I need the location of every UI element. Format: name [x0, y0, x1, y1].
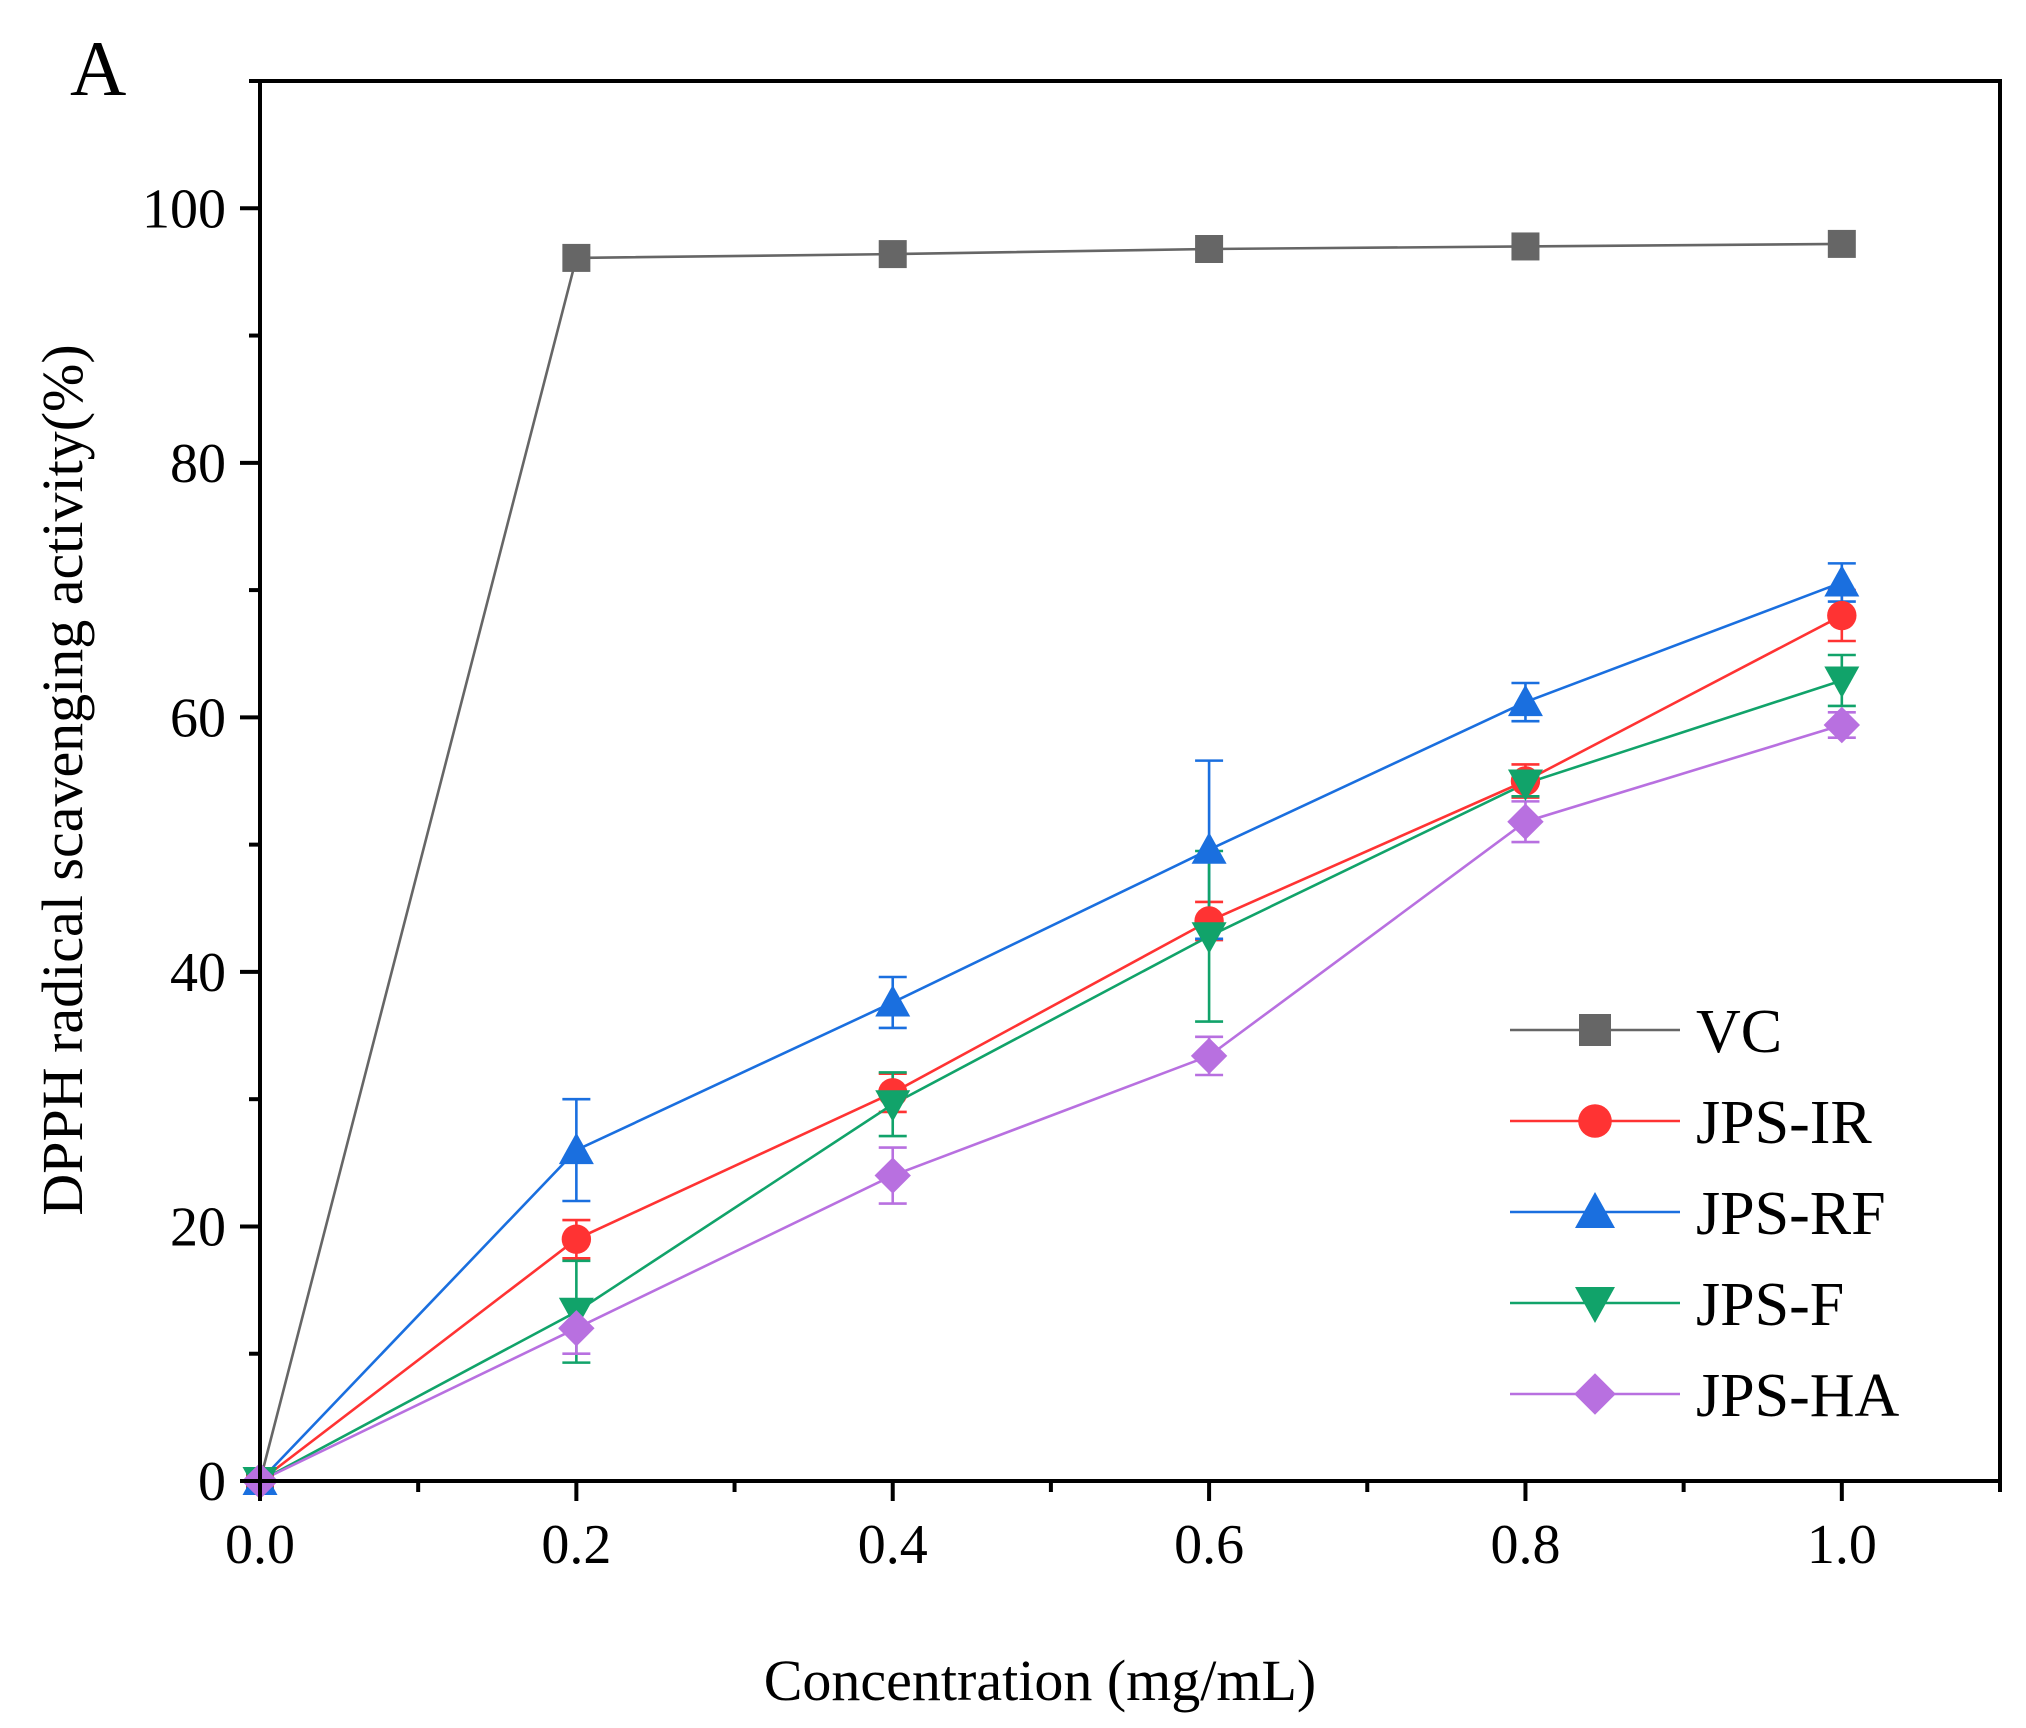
data-point	[875, 1090, 911, 1122]
legend-label: VC	[1696, 998, 1782, 1066]
legend-label: JPS-IR	[1696, 1089, 1872, 1157]
data-point	[561, 1224, 592, 1254]
legend-item-jps-rf: JPS-RF	[1510, 1180, 1886, 1248]
legend-marker	[1575, 1287, 1615, 1323]
legend-item-jps-ir: JPS-IR	[1510, 1089, 1872, 1157]
x-tick-label: 0.8	[1490, 1514, 1560, 1576]
data-point	[874, 1157, 911, 1194]
data-point	[1507, 803, 1544, 840]
series-line	[259, 581, 1843, 1482]
legend-item-vc: VC	[1510, 998, 1782, 1066]
y-tick-label: 100	[142, 178, 226, 240]
markers-jps-ha	[241, 706, 1861, 1500]
series-line	[259, 614, 1843, 1483]
y-axis-title: DPPH radical scavenging activity(%)	[30, 344, 95, 1215]
legend: VC JPS-IR JPS-RF JPS-F JPS-HA	[1510, 998, 1900, 1430]
data-point	[1824, 666, 1860, 698]
x-tick-label: 1.0	[1807, 1514, 1877, 1576]
data-point	[1507, 684, 1543, 717]
y-tick-label: 60	[170, 687, 226, 749]
legend-marker	[1579, 1014, 1611, 1046]
legend-item-jps-f: JPS-F	[1510, 1271, 1844, 1339]
data-point	[1191, 832, 1227, 864]
legend-label: JPS-F	[1696, 1271, 1844, 1339]
x-axis-title: Concentration (mg/mL)	[764, 1648, 1316, 1713]
legend-marker	[1578, 1104, 1612, 1138]
legend-marker	[1575, 1192, 1615, 1228]
y-tick-label: 80	[170, 433, 226, 495]
series-layer	[241, 229, 1861, 1500]
data-point	[1191, 922, 1227, 954]
x-tick-label: 0.2	[541, 1514, 611, 1576]
data-point	[558, 1310, 595, 1347]
data-point	[1195, 235, 1224, 263]
data-point	[878, 240, 907, 269]
legend-label: JPS-HA	[1696, 1362, 1900, 1430]
x-tick-label: 0.0	[225, 1514, 295, 1576]
y-tick-label: 40	[170, 942, 226, 1004]
plot-frame	[258, 79, 2002, 1483]
data-point	[558, 1132, 594, 1165]
series-line	[259, 679, 1843, 1483]
series-line	[259, 723, 1843, 1483]
data-point	[1827, 229, 1856, 258]
data-point	[1507, 769, 1543, 802]
x-tick-label: 0.4	[858, 1514, 928, 1576]
series-line	[258, 242, 1842, 1482]
series-vc	[258, 242, 1842, 1482]
panel-label: A	[70, 25, 126, 112]
data-point	[1827, 600, 1857, 631]
data-point	[1824, 564, 1860, 597]
data-point	[1823, 706, 1861, 744]
data-point	[875, 984, 911, 1017]
markers-vc	[246, 229, 1856, 1495]
y-tick-label: 20	[170, 1196, 226, 1258]
legend-label: JPS-RF	[1696, 1180, 1886, 1248]
data-point	[1511, 232, 1540, 261]
data-point	[562, 243, 591, 272]
legend-item-jps-ha: JPS-HA	[1510, 1362, 1900, 1430]
legend-marker	[1574, 1373, 1616, 1415]
x-tick-label: 0.6	[1174, 1514, 1244, 1576]
data-point	[1190, 1037, 1228, 1075]
y-tick-label: 0	[198, 1451, 226, 1513]
